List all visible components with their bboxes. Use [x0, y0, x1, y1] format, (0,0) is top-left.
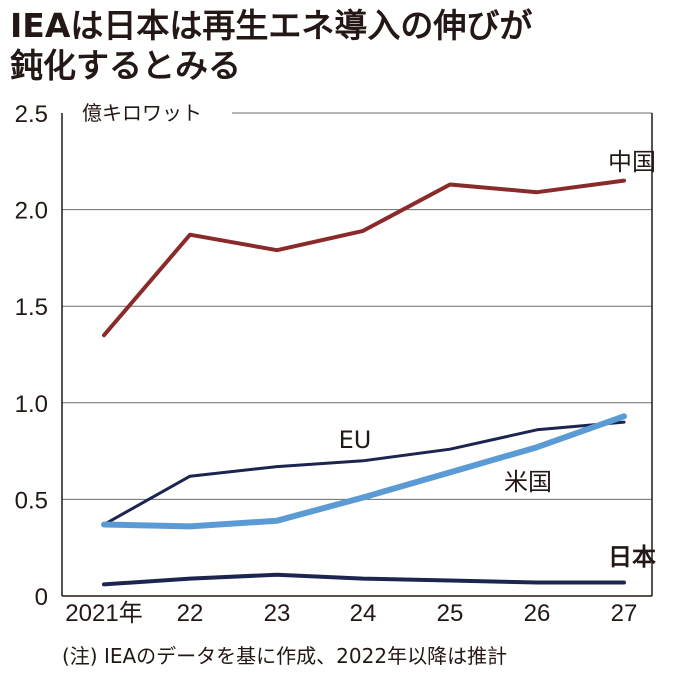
series-line-1 — [102, 178, 626, 338]
series-label-2: EU — [339, 426, 372, 454]
series-lines — [101, 178, 627, 587]
y-tick-label: 1.0 — [15, 391, 48, 418]
x-tick-label: 26 — [524, 600, 551, 627]
y-tick-label: 2.0 — [15, 198, 48, 225]
x-tick-label: 2021年 — [65, 600, 142, 627]
y-axis-unit-label: 億キロワット — [82, 101, 202, 125]
x-tick-label: 24 — [350, 600, 377, 627]
x-tick-label: 27 — [611, 600, 638, 627]
series-label-4: 日本 — [608, 543, 656, 571]
y-tick-label: 0.5 — [15, 487, 48, 514]
y-tick-label: 2.5 — [15, 101, 48, 128]
y-tick-label: 0 — [35, 584, 48, 611]
x-tick-label: 22 — [177, 600, 204, 627]
x-axis-tick-labels: 2021年 22 23 24 25 26 27 — [65, 600, 637, 627]
series-line-2 — [102, 420, 626, 526]
chart-title-line-2: 鈍化するとみる — [10, 46, 241, 85]
source-note: (注) IEAのデータを基に作成、2022年以降は推計 — [62, 644, 508, 668]
series-label-1: 中国 — [608, 148, 656, 176]
series-line-4 — [102, 572, 626, 587]
chart-title-line-1: IEAは日本は再生エネ導入の伸びが — [10, 6, 533, 45]
x-tick-label: 23 — [264, 600, 291, 627]
x-tick-label: 25 — [437, 600, 464, 627]
axes — [61, 113, 653, 597]
y-axis-tick-labels: 0 0.5 1.0 1.5 2.0 2.5 — [15, 101, 48, 611]
series-label-3: 米国 — [504, 468, 552, 496]
y-tick-label: 1.5 — [15, 294, 48, 321]
series-line-3 — [101, 413, 627, 530]
